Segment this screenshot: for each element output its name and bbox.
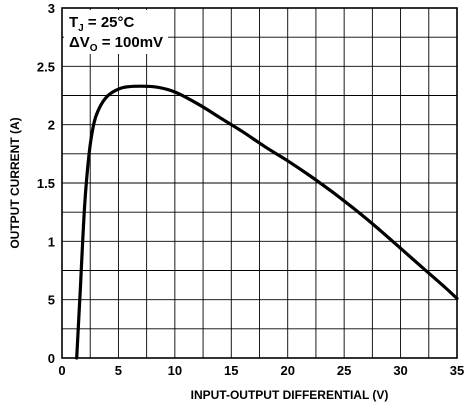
- y-axis-ticks: 0 5 1 1.5 2 2.5 3: [37, 1, 55, 366]
- x-tick-label: 15: [224, 363, 238, 378]
- y-tick-label: 2.5: [37, 59, 55, 74]
- plot-frame: [61, 7, 458, 359]
- dropout-voltage-label: ΔVO = 100mV: [69, 34, 163, 54]
- y-tick-label: 1.5: [37, 176, 55, 191]
- x-tick-label: 30: [393, 363, 407, 378]
- x-tick-label: 5: [115, 363, 122, 378]
- junction-temperature-label: TJ = 25°C: [69, 14, 135, 34]
- x-tick-label: 25: [337, 363, 351, 378]
- conditions-annotation: TJ = 25°C ΔVO = 100mV: [64, 10, 168, 54]
- output-current-curve: [75, 84, 459, 360]
- y-axis-title: OUTPUT CURRENT (A): [8, 117, 22, 248]
- y-tick-label: 5: [48, 293, 55, 308]
- y-tick-label: 1: [48, 234, 55, 249]
- x-tick-label: 0: [58, 363, 65, 378]
- grid: [61, 7, 458, 359]
- y-tick-label: 3: [48, 1, 55, 16]
- y-tick-label: 0: [48, 351, 55, 366]
- x-axis-title: INPUT-OUTPUT DIFFERENTIAL (V): [191, 388, 389, 402]
- y-tick-label: 2: [48, 118, 55, 133]
- x-axis-ticks: 0 5 10 15 20 25 30 35: [58, 363, 464, 378]
- x-tick-label: 10: [168, 363, 182, 378]
- x-tick-label: 20: [280, 363, 294, 378]
- x-tick-label: 35: [450, 363, 464, 378]
